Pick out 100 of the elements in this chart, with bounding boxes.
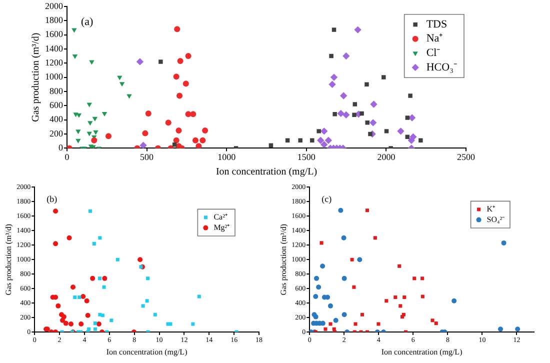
point (92, 116, 98, 122)
point (384, 129, 389, 134)
point (333, 318, 338, 323)
point (342, 52, 350, 60)
point (320, 128, 328, 135)
point (382, 75, 386, 80)
point (72, 54, 78, 60)
point (298, 138, 302, 143)
point (352, 285, 356, 289)
legend-label: Mg²⁺ (214, 222, 230, 232)
y-tick-label: 1600 (45, 29, 64, 40)
point (370, 100, 378, 108)
point (196, 143, 202, 148)
point (182, 80, 189, 87)
point (76, 138, 81, 144)
point (430, 318, 434, 322)
point (93, 322, 97, 326)
point (105, 133, 112, 140)
legend-label: Ca²⁺ (214, 212, 228, 222)
point (337, 110, 344, 118)
point (314, 276, 320, 281)
y-tick-label: 2000 (45, 0, 64, 11)
y-tick-label: 800 (50, 86, 64, 96)
y-axis-title: Gas production (m³/d) (4, 224, 13, 296)
point (98, 276, 102, 280)
point (86, 102, 92, 108)
point (70, 284, 76, 290)
x-tick-label: 500 (140, 152, 154, 162)
point (316, 129, 321, 134)
point (338, 208, 344, 213)
point (173, 137, 180, 144)
point (394, 295, 398, 300)
point (56, 303, 61, 308)
point (176, 127, 182, 134)
point (325, 294, 330, 300)
point (402, 295, 406, 300)
point (324, 136, 332, 144)
point (408, 136, 416, 144)
point (92, 242, 96, 246)
y-tick-label: 1800 (45, 14, 64, 25)
point (90, 276, 96, 281)
point (452, 298, 457, 304)
point (197, 294, 201, 298)
point (185, 53, 192, 60)
point (397, 128, 404, 135)
point (365, 120, 370, 125)
point (368, 132, 372, 136)
point (328, 322, 332, 326)
x-tick-label: 2500 (457, 152, 476, 162)
annotation: (b) (46, 194, 58, 204)
point (53, 208, 58, 214)
point (116, 258, 120, 262)
point (85, 312, 90, 318)
point (352, 112, 356, 117)
y-tick-label: 1200 (45, 57, 64, 68)
point (365, 208, 370, 212)
point (192, 137, 198, 144)
point (350, 258, 354, 262)
point (354, 322, 358, 326)
point (320, 141, 328, 148)
point (60, 318, 66, 323)
point (140, 142, 147, 148)
y-axis-title: Gas production (m³/d) (278, 224, 288, 296)
point (53, 241, 58, 246)
point (320, 264, 326, 269)
point (376, 322, 380, 326)
point (96, 322, 102, 327)
point (190, 111, 196, 118)
x-axis-title: Ion concentration (mg/L) (381, 347, 463, 356)
point (324, 327, 328, 331)
point (153, 312, 157, 316)
legend-label: K⁺ (486, 204, 496, 214)
point (398, 264, 402, 268)
legend-label: SO₄²⁻ (486, 214, 506, 224)
legend-label: HCO₃⁻ (426, 61, 458, 74)
point (173, 74, 180, 80)
point (328, 303, 333, 308)
point (146, 276, 150, 280)
legend-label: Na⁺ (426, 32, 444, 45)
point (398, 304, 402, 308)
point (110, 318, 114, 322)
point (341, 235, 346, 240)
x-tick-label: 0 (64, 152, 70, 162)
point (420, 276, 424, 280)
point (66, 235, 72, 240)
point (138, 257, 143, 262)
point (98, 236, 102, 240)
point (78, 322, 84, 327)
point (357, 257, 362, 262)
annotation: (a) (81, 16, 94, 28)
point (176, 92, 183, 99)
point (320, 241, 324, 245)
point (84, 298, 90, 304)
point (98, 312, 102, 316)
point (73, 295, 77, 300)
point (313, 294, 318, 300)
point (330, 74, 338, 81)
point (360, 111, 364, 116)
point (168, 322, 172, 326)
point (405, 116, 410, 120)
